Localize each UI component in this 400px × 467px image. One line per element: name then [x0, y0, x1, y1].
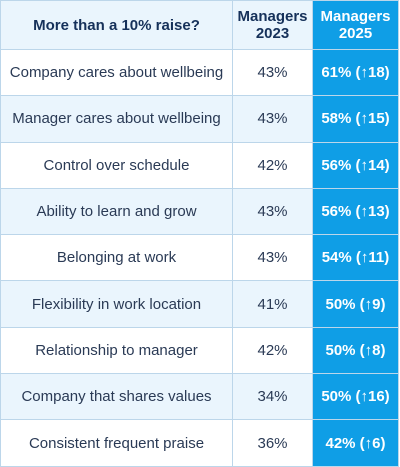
table-row: Consistent frequent praise 36% 42% (↑6)	[0, 419, 399, 467]
row-label: Flexibility in work location	[0, 280, 233, 328]
value-2025: 50% (↑9)	[312, 280, 399, 328]
table-header-row: More than a 10% raise? Managers 2023 Man…	[0, 0, 399, 50]
value-2023: 43%	[232, 95, 313, 143]
value-2025: 58% (↑15)	[312, 95, 399, 143]
table-row: Ability to learn and grow 43% 56% (↑13)	[0, 187, 399, 236]
row-label: Belonging at work	[0, 234, 233, 282]
row-label: Consistent frequent praise	[0, 419, 233, 467]
column-header-line2: 2023	[255, 25, 290, 42]
row-label: Company cares about wellbeing	[0, 48, 233, 97]
value-2025: 42% (↑6)	[312, 419, 399, 467]
value-2023: 43%	[232, 187, 313, 236]
table-row: Flexibility in work location 41% 50% (↑9…	[0, 280, 399, 328]
value-2025: 61% (↑18)	[312, 48, 399, 97]
value-2023: 42%	[232, 141, 313, 189]
value-2023: 36%	[232, 419, 313, 467]
row-label: Company that shares values	[0, 373, 233, 421]
column-header-line1: Managers	[320, 8, 391, 25]
value-2025: 56% (↑13)	[312, 187, 399, 236]
table-row: Manager cares about wellbeing 43% 58% (↑…	[0, 95, 399, 143]
row-label: Relationship to manager	[0, 326, 233, 375]
row-label: Manager cares about wellbeing	[0, 95, 233, 143]
column-header-managers-2023: Managers 2023	[232, 0, 313, 50]
row-label: Ability to learn and grow	[0, 187, 233, 236]
table-row: Control over schedule 42% 56% (↑14)	[0, 141, 399, 189]
value-2025: 56% (↑14)	[312, 141, 399, 189]
column-header-managers-2025: Managers 2025	[312, 0, 399, 50]
table-row: Belonging at work 43% 54% (↑11)	[0, 234, 399, 282]
table-row: Relationship to manager 42% 50% (↑8)	[0, 326, 399, 375]
value-2023: 43%	[232, 234, 313, 282]
value-2023: 34%	[232, 373, 313, 421]
column-header-line1: Managers	[237, 8, 308, 25]
value-2023: 41%	[232, 280, 313, 328]
value-2025: 50% (↑16)	[312, 373, 399, 421]
value-2025: 54% (↑11)	[312, 234, 399, 282]
table-title: More than a 10% raise?	[0, 0, 233, 50]
row-label: Control over schedule	[0, 141, 233, 189]
value-2025: 50% (↑8)	[312, 326, 399, 375]
value-2023: 43%	[232, 48, 313, 97]
column-header-line2: 2025	[338, 25, 373, 42]
value-2023: 42%	[232, 326, 313, 375]
table-row: Company cares about wellbeing 43% 61% (↑…	[0, 48, 399, 97]
table-row: Company that shares values 34% 50% (↑16)	[0, 373, 399, 421]
